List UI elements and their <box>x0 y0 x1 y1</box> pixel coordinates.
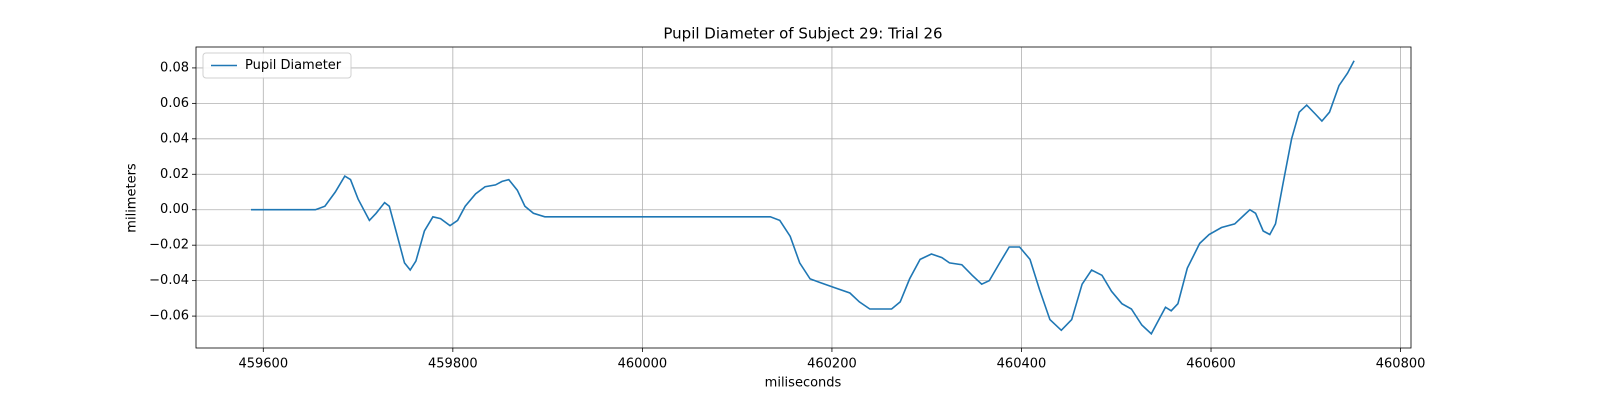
y-tick-label: 0.02 <box>160 167 189 182</box>
y-tick-label: 0.00 <box>160 202 189 217</box>
legend-label: Pupil Diameter <box>245 58 342 73</box>
y-tick-label: 0.08 <box>160 60 189 75</box>
chart-title: Pupil Diameter of Subject 29: Trial 26 <box>663 25 942 43</box>
x-tick-label: 460600 <box>1186 357 1236 372</box>
x-tick-label: 460400 <box>997 357 1047 372</box>
y-axis-label: milimeters <box>125 163 140 233</box>
x-tick-label: 459600 <box>238 357 288 372</box>
y-tick-label: −0.04 <box>149 273 189 288</box>
plot-frame <box>195 46 1412 349</box>
x-axis-label: miliseconds <box>765 376 842 391</box>
y-tick-label: 0.04 <box>160 131 189 146</box>
data-line <box>251 60 1355 336</box>
y-tick-label: −0.06 <box>149 309 189 324</box>
legend-box <box>202 52 352 79</box>
x-tick-label: 459800 <box>428 357 478 372</box>
y-tick-label: 0.06 <box>160 96 189 111</box>
y-tick-label: −0.02 <box>149 238 189 253</box>
x-tick-label: 460800 <box>1376 357 1426 372</box>
x-tick-label: 460000 <box>618 357 668 372</box>
x-tick-label: 460200 <box>807 357 857 372</box>
